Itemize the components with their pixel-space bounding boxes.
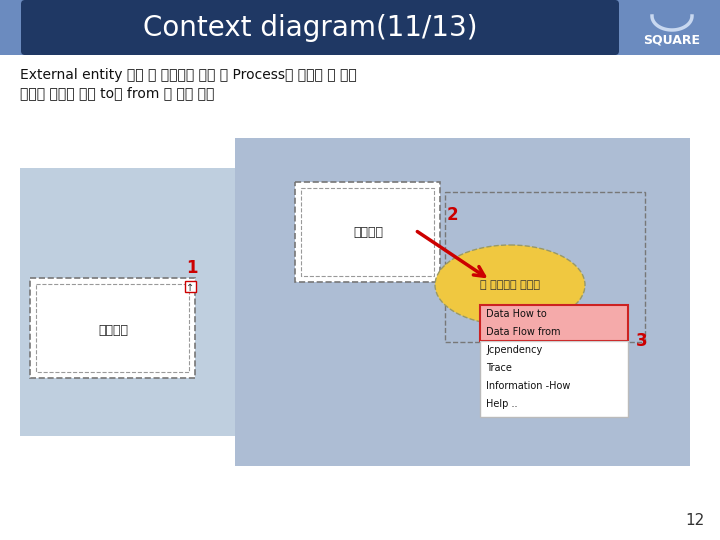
Bar (480, 305, 628, 341)
Text: 3: 3 (636, 332, 648, 350)
Text: Context diagram(11/13): Context diagram(11/13) (143, 14, 477, 42)
Bar (301, 188, 434, 276)
Text: ↑: ↑ (186, 283, 194, 293)
Text: Trace: Trace (486, 363, 512, 373)
Text: 온도센서: 온도센서 (98, 323, 128, 336)
Text: 집 통함관리 시스템: 집 통함관리 시스템 (480, 280, 540, 290)
Text: 12: 12 (685, 513, 705, 528)
Text: SQUARE: SQUARE (644, 33, 701, 46)
Bar (295, 182, 440, 282)
Bar (20, 168, 235, 436)
Text: 온도센서: 온도센서 (353, 226, 383, 239)
Text: Information -How: Information -How (486, 381, 570, 391)
Text: External entity 클릭 후 화살표를 누른 쇼 Process로 드래그 앤 드랍: External entity 클릭 후 화살표를 누른 쇼 Process로 … (20, 68, 356, 82)
Text: Data How to: Data How to (486, 309, 546, 319)
Text: Data Flow from: Data Flow from (486, 327, 560, 337)
Text: 1: 1 (186, 259, 198, 277)
Bar (480, 305, 628, 417)
Text: 데이터 흐름에 따라 to와 from 중 하나 선택: 데이터 흐름에 따라 to와 from 중 하나 선택 (20, 86, 215, 100)
Bar (36, 284, 189, 372)
Text: Jcpendency: Jcpendency (486, 345, 542, 355)
Bar (235, 138, 690, 466)
Text: Help ..: Help .. (486, 399, 518, 409)
Ellipse shape (435, 245, 585, 325)
Bar (0, 0, 720, 55)
Bar (445, 192, 645, 342)
Text: 2: 2 (446, 206, 458, 224)
Bar (185, 281, 196, 292)
FancyBboxPatch shape (21, 0, 619, 55)
Bar (30, 278, 195, 378)
